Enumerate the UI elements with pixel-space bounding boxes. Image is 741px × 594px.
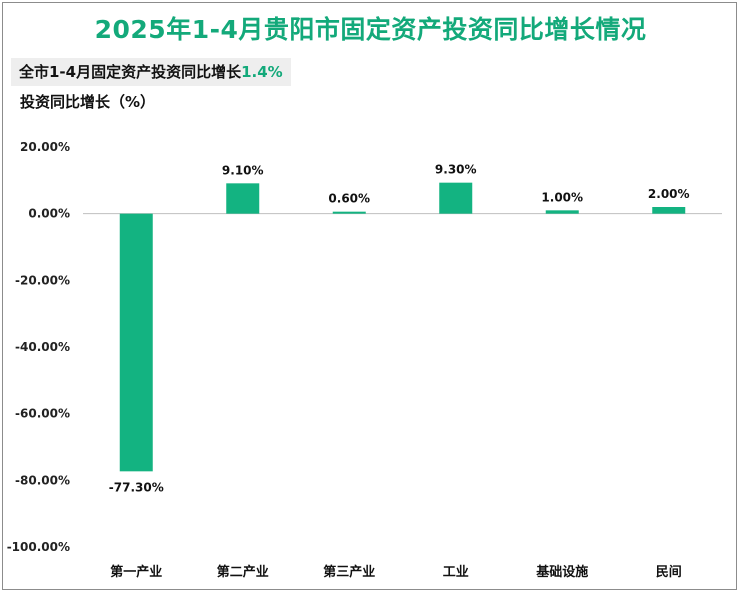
summary-box: 全市1-4月固定资产投资同比增长1.4% [11,58,291,86]
summary-text: 全市1-4月固定资产投资同比增长 [19,63,242,81]
bar [545,210,579,214]
data-label: 1.00% [541,190,583,204]
y-tick-label: 20.00% [20,140,70,154]
y-tick-label: -80.00% [15,473,70,487]
y-tick-label: -100.00% [7,540,70,554]
y-tick-label: -40.00% [15,340,70,354]
bar [652,207,686,214]
x-tick-label: 工业 [443,564,469,580]
data-label: 0.60% [328,192,370,206]
data-label: -77.30% [109,480,164,494]
bar [119,213,153,472]
bar [332,211,366,214]
bar [226,183,260,214]
data-label: 9.10% [222,163,264,177]
x-tick-label: 第一产业 [110,564,162,580]
chart-title: 2025年1-4月贵阳市固定资产投资同比增长情况 [94,15,647,44]
x-tick-label: 民间 [656,564,682,580]
data-label: 9.30% [435,163,477,177]
y-tick-label: -60.00% [15,407,70,421]
x-tick-label: 第三产业 [323,564,375,580]
y-tick-label: -20.00% [15,273,70,287]
summary-value: 1.4% [241,63,283,81]
y-tick-label: 0.00% [28,207,70,221]
bar [439,182,473,214]
x-tick-label: 第二产业 [217,564,269,580]
x-tick-label: 基础设施 [535,564,588,580]
y-axis-label: 投资同比增长（%） [20,93,156,111]
data-label: 2.00% [648,187,690,201]
